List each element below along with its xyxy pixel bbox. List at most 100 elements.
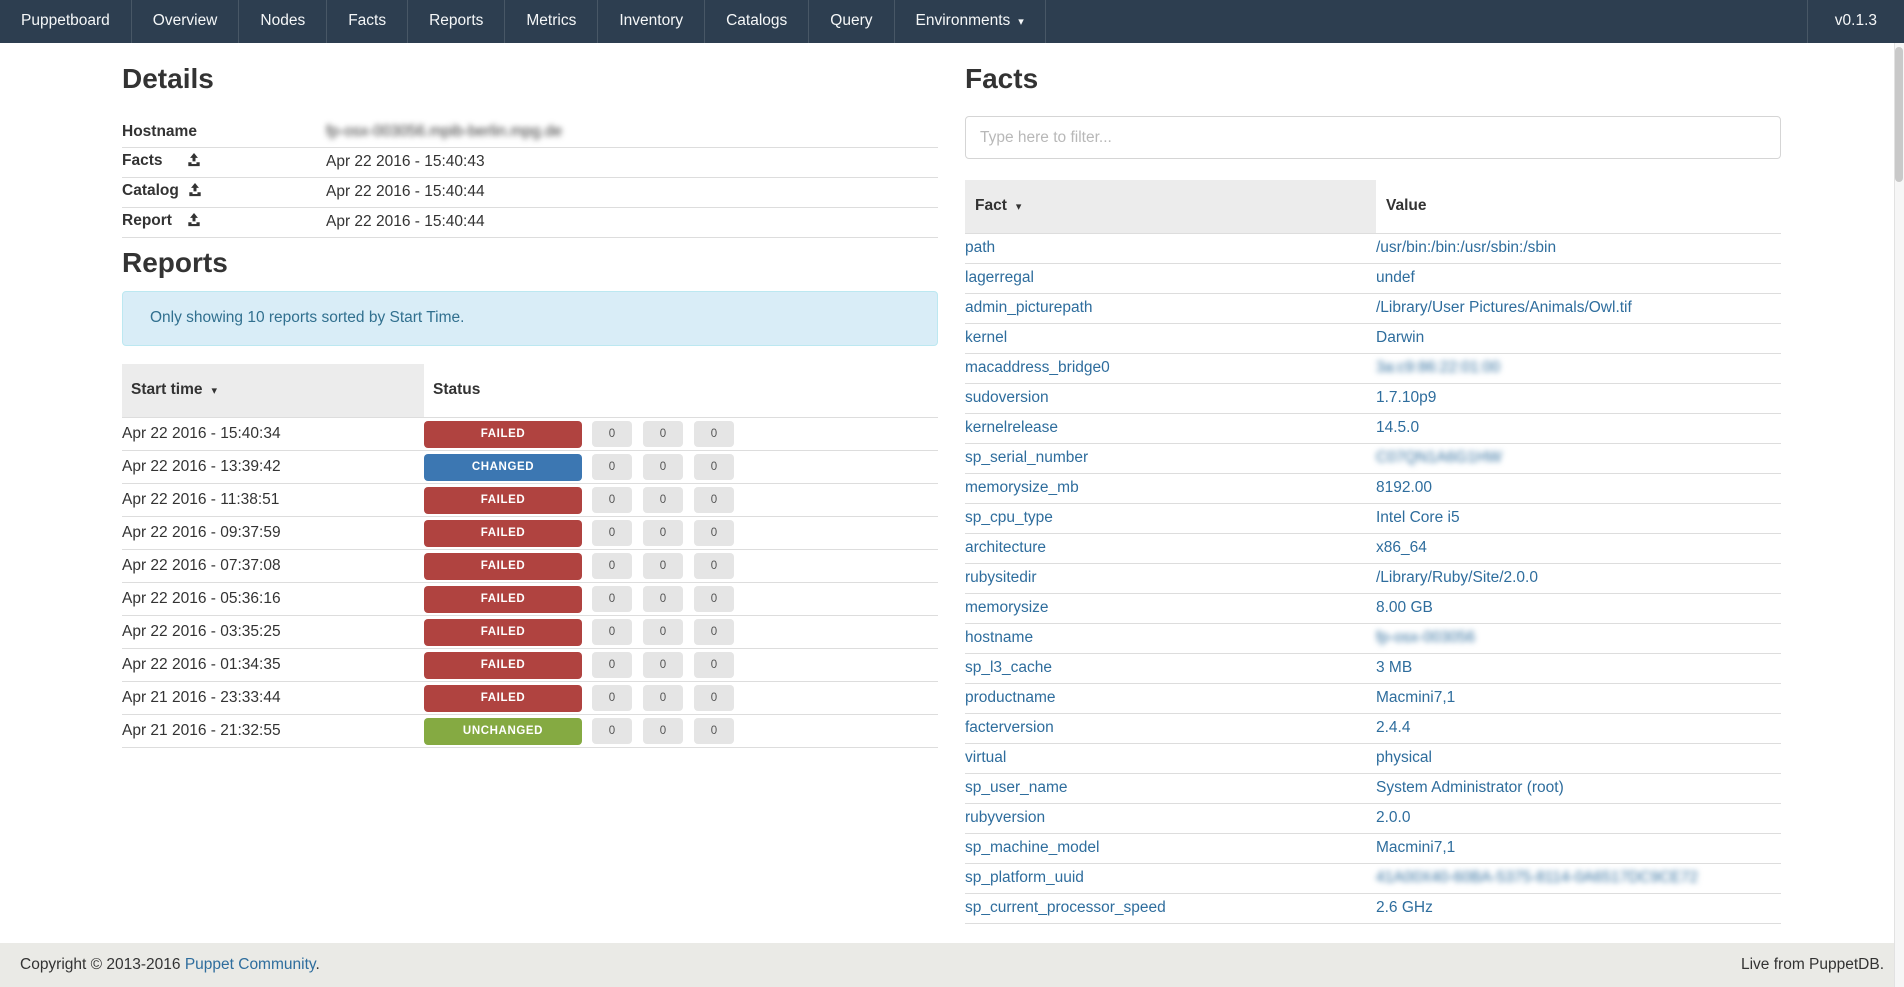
fact-name-link[interactable]: macaddress_bridge0 xyxy=(965,359,1110,376)
nav-environments-dropdown[interactable]: Environments ▾ xyxy=(895,0,1046,43)
fact-value-link[interactable]: undef xyxy=(1376,269,1415,286)
fact-row: sp_serial_number C07QN1A6G1HW xyxy=(965,443,1781,474)
fact-row: sp_cpu_type Intel Core i5 xyxy=(965,503,1781,534)
nav-item[interactable]: Reports xyxy=(408,0,506,43)
fact-value-link[interactable]: /Library/Ruby/Site/2.0.0 xyxy=(1376,569,1538,586)
fact-name-link[interactable]: facterversion xyxy=(965,719,1054,736)
nav-environments-label: Environments xyxy=(915,12,1011,29)
puppet-community-link[interactable]: Puppet Community xyxy=(184,956,316,973)
nav-item[interactable]: Nodes xyxy=(239,0,328,43)
report-count-badge: 0 xyxy=(643,718,683,744)
fact-value-link[interactable]: 3a:c9:86:22:01:00 xyxy=(1376,359,1501,376)
fact-value-link[interactable]: C07QN1A6G1HW xyxy=(1376,449,1502,466)
reports-sort-header-start-time[interactable]: Start time ▾ xyxy=(122,363,424,418)
fact-row: sp_platform_uuid 41A00X40-60BA-5375-8114… xyxy=(965,863,1781,894)
fact-value-link[interactable]: 2.0.0 xyxy=(1376,809,1411,826)
fact-row: architecture x86_64 xyxy=(965,533,1781,564)
report-row[interactable]: Apr 22 2016 - 05:36:16 FAILED 0 0 0 xyxy=(122,582,938,616)
fact-value-link[interactable]: 1.7.10p9 xyxy=(1376,389,1437,406)
report-row[interactable]: Apr 22 2016 - 11:38:51 FAILED 0 0 0 xyxy=(122,483,938,517)
fact-name-link[interactable]: memorysize_mb xyxy=(965,479,1079,496)
report-count-badge: 0 xyxy=(643,553,683,579)
report-count-badge: 0 xyxy=(643,421,683,447)
fact-value-link[interactable]: Macmini7,1 xyxy=(1376,839,1456,856)
fact-name-link[interactable]: kernelrelease xyxy=(965,419,1059,436)
fact-name-link[interactable]: productname xyxy=(965,689,1056,706)
facts-filter-input[interactable] xyxy=(965,116,1781,159)
fact-name-link[interactable]: sp_serial_number xyxy=(965,449,1089,466)
fact-name-link[interactable]: sudoversion xyxy=(965,389,1049,406)
fact-value-link[interactable]: physical xyxy=(1376,749,1432,766)
nav-item[interactable]: Overview xyxy=(132,0,240,43)
fact-name-link[interactable]: sp_user_name xyxy=(965,779,1068,796)
fact-row: sudoversion 1.7.10p9 xyxy=(965,383,1781,414)
report-row[interactable]: Apr 22 2016 - 07:37:08 FAILED 0 0 0 xyxy=(122,549,938,583)
facts-header-value[interactable]: Value xyxy=(1376,180,1781,234)
report-count-badge: 0 xyxy=(592,586,632,612)
fact-value-link[interactable]: 41A00X40-60BA-5375-8114-0A6517DC9CE72 xyxy=(1376,869,1698,886)
fact-name-link[interactable]: hostname xyxy=(965,629,1034,646)
reports-info-alert-text: Only showing 10 reports sorted by Start … xyxy=(150,309,465,326)
nav-item[interactable]: Facts xyxy=(327,0,409,43)
facts-title: Facts xyxy=(965,63,1039,94)
scrollbar-track[interactable] xyxy=(1894,43,1904,987)
fact-name-link[interactable]: sp_current_processor_speed xyxy=(965,899,1166,916)
fact-value-link[interactable]: 8192.00 xyxy=(1376,479,1433,496)
fact-name-link[interactable]: sp_l3_cache xyxy=(965,659,1053,676)
fact-value-link[interactable]: 2.4.4 xyxy=(1376,719,1411,736)
fact-name-link[interactable]: architecture xyxy=(965,539,1046,556)
fact-name-link[interactable]: rubysitedir xyxy=(965,569,1037,586)
fact-value-link[interactable]: 3 MB xyxy=(1376,659,1413,676)
fact-name-link[interactable]: virtual xyxy=(965,749,1007,766)
report-row[interactable]: Apr 22 2016 - 13:39:42 CHANGED 0 0 0 xyxy=(122,450,938,484)
details-row-value: Apr 22 2016 - 15:40:44 xyxy=(326,213,485,230)
report-start-time: Apr 22 2016 - 09:37:59 xyxy=(122,516,424,550)
fact-value-link[interactable]: Intel Core i5 xyxy=(1376,509,1460,526)
report-row[interactable]: Apr 22 2016 - 09:37:59 FAILED 0 0 0 xyxy=(122,516,938,550)
fact-value-link[interactable]: Darwin xyxy=(1376,329,1425,346)
fact-name-link[interactable]: kernel xyxy=(965,329,1008,346)
fact-value-link[interactable]: /usr/bin:/bin:/usr/sbin:/sbin xyxy=(1376,239,1557,256)
fact-value-link[interactable]: x86_64 xyxy=(1376,539,1427,556)
report-row[interactable]: Apr 22 2016 - 01:34:35 FAILED 0 0 0 xyxy=(122,648,938,682)
fact-row: virtual physical xyxy=(965,743,1781,774)
report-row-filler xyxy=(745,648,938,682)
fact-value-link[interactable]: System Administrator (root) xyxy=(1376,779,1564,796)
fact-value-link[interactable]: 8.00 GB xyxy=(1376,599,1433,616)
nav-item[interactable]: Catalogs xyxy=(705,0,810,43)
fact-name-link[interactable]: memorysize xyxy=(965,599,1049,616)
fact-row: hostname fp-osx-003056 xyxy=(965,623,1781,654)
upload-icon xyxy=(187,213,201,232)
report-row[interactable]: Apr 21 2016 - 23:33:44 FAILED 0 0 0 xyxy=(122,681,938,715)
nav-brand[interactable]: Puppetboard xyxy=(0,0,132,43)
fact-value-link[interactable]: 14.5.0 xyxy=(1376,419,1420,436)
fact-name-link[interactable]: sp_cpu_type xyxy=(965,509,1053,526)
nav-item[interactable]: Inventory xyxy=(598,0,706,43)
nav-item[interactable]: Metrics xyxy=(505,0,599,43)
report-row[interactable]: Apr 21 2016 - 21:32:55 UNCHANGED 0 0 0 xyxy=(122,714,938,748)
fact-name-link[interactable]: lagerregal xyxy=(965,269,1034,286)
fact-row: memorysize 8.00 GB xyxy=(965,593,1781,624)
fact-name-link[interactable]: rubyversion xyxy=(965,809,1046,826)
fact-name-link[interactable]: sp_platform_uuid xyxy=(965,869,1084,886)
report-status-badge: FAILED xyxy=(424,519,582,547)
fact-value-link[interactable]: 2.6 GHz xyxy=(1376,899,1433,916)
facts-sort-header-fact[interactable]: Fact ▾ xyxy=(965,180,1376,234)
upload-icon xyxy=(187,153,201,172)
reports-header-row: Start time ▾ Status xyxy=(122,363,938,418)
report-row[interactable]: Apr 22 2016 - 03:35:25 FAILED 0 0 0 xyxy=(122,615,938,649)
fact-name-link[interactable]: admin_picturepath xyxy=(965,299,1093,316)
report-start-time: Apr 22 2016 - 01:34:35 xyxy=(122,648,424,682)
fact-value-link[interactable]: fp-osx-003056 xyxy=(1376,629,1476,646)
fact-value-link[interactable]: /Library/User Pictures/Animals/Owl.tif xyxy=(1376,299,1632,316)
reports-header-status[interactable]: Status xyxy=(424,363,938,418)
report-row[interactable]: Apr 22 2016 - 15:40:34 FAILED 0 0 0 xyxy=(122,417,938,451)
fact-value-link[interactable]: Macmini7,1 xyxy=(1376,689,1456,706)
fact-name-link[interactable]: sp_machine_model xyxy=(965,839,1100,856)
scrollbar-thumb[interactable] xyxy=(1895,47,1903,182)
footer-live-status: Live from PuppetDB. xyxy=(1740,956,1884,973)
nav-item[interactable]: Query xyxy=(809,0,895,43)
report-start-time: Apr 21 2016 - 21:32:55 xyxy=(122,714,424,748)
fact-row: macaddress_bridge0 3a:c9:86:22:01:00 xyxy=(965,353,1781,384)
fact-name-link[interactable]: path xyxy=(965,239,996,256)
